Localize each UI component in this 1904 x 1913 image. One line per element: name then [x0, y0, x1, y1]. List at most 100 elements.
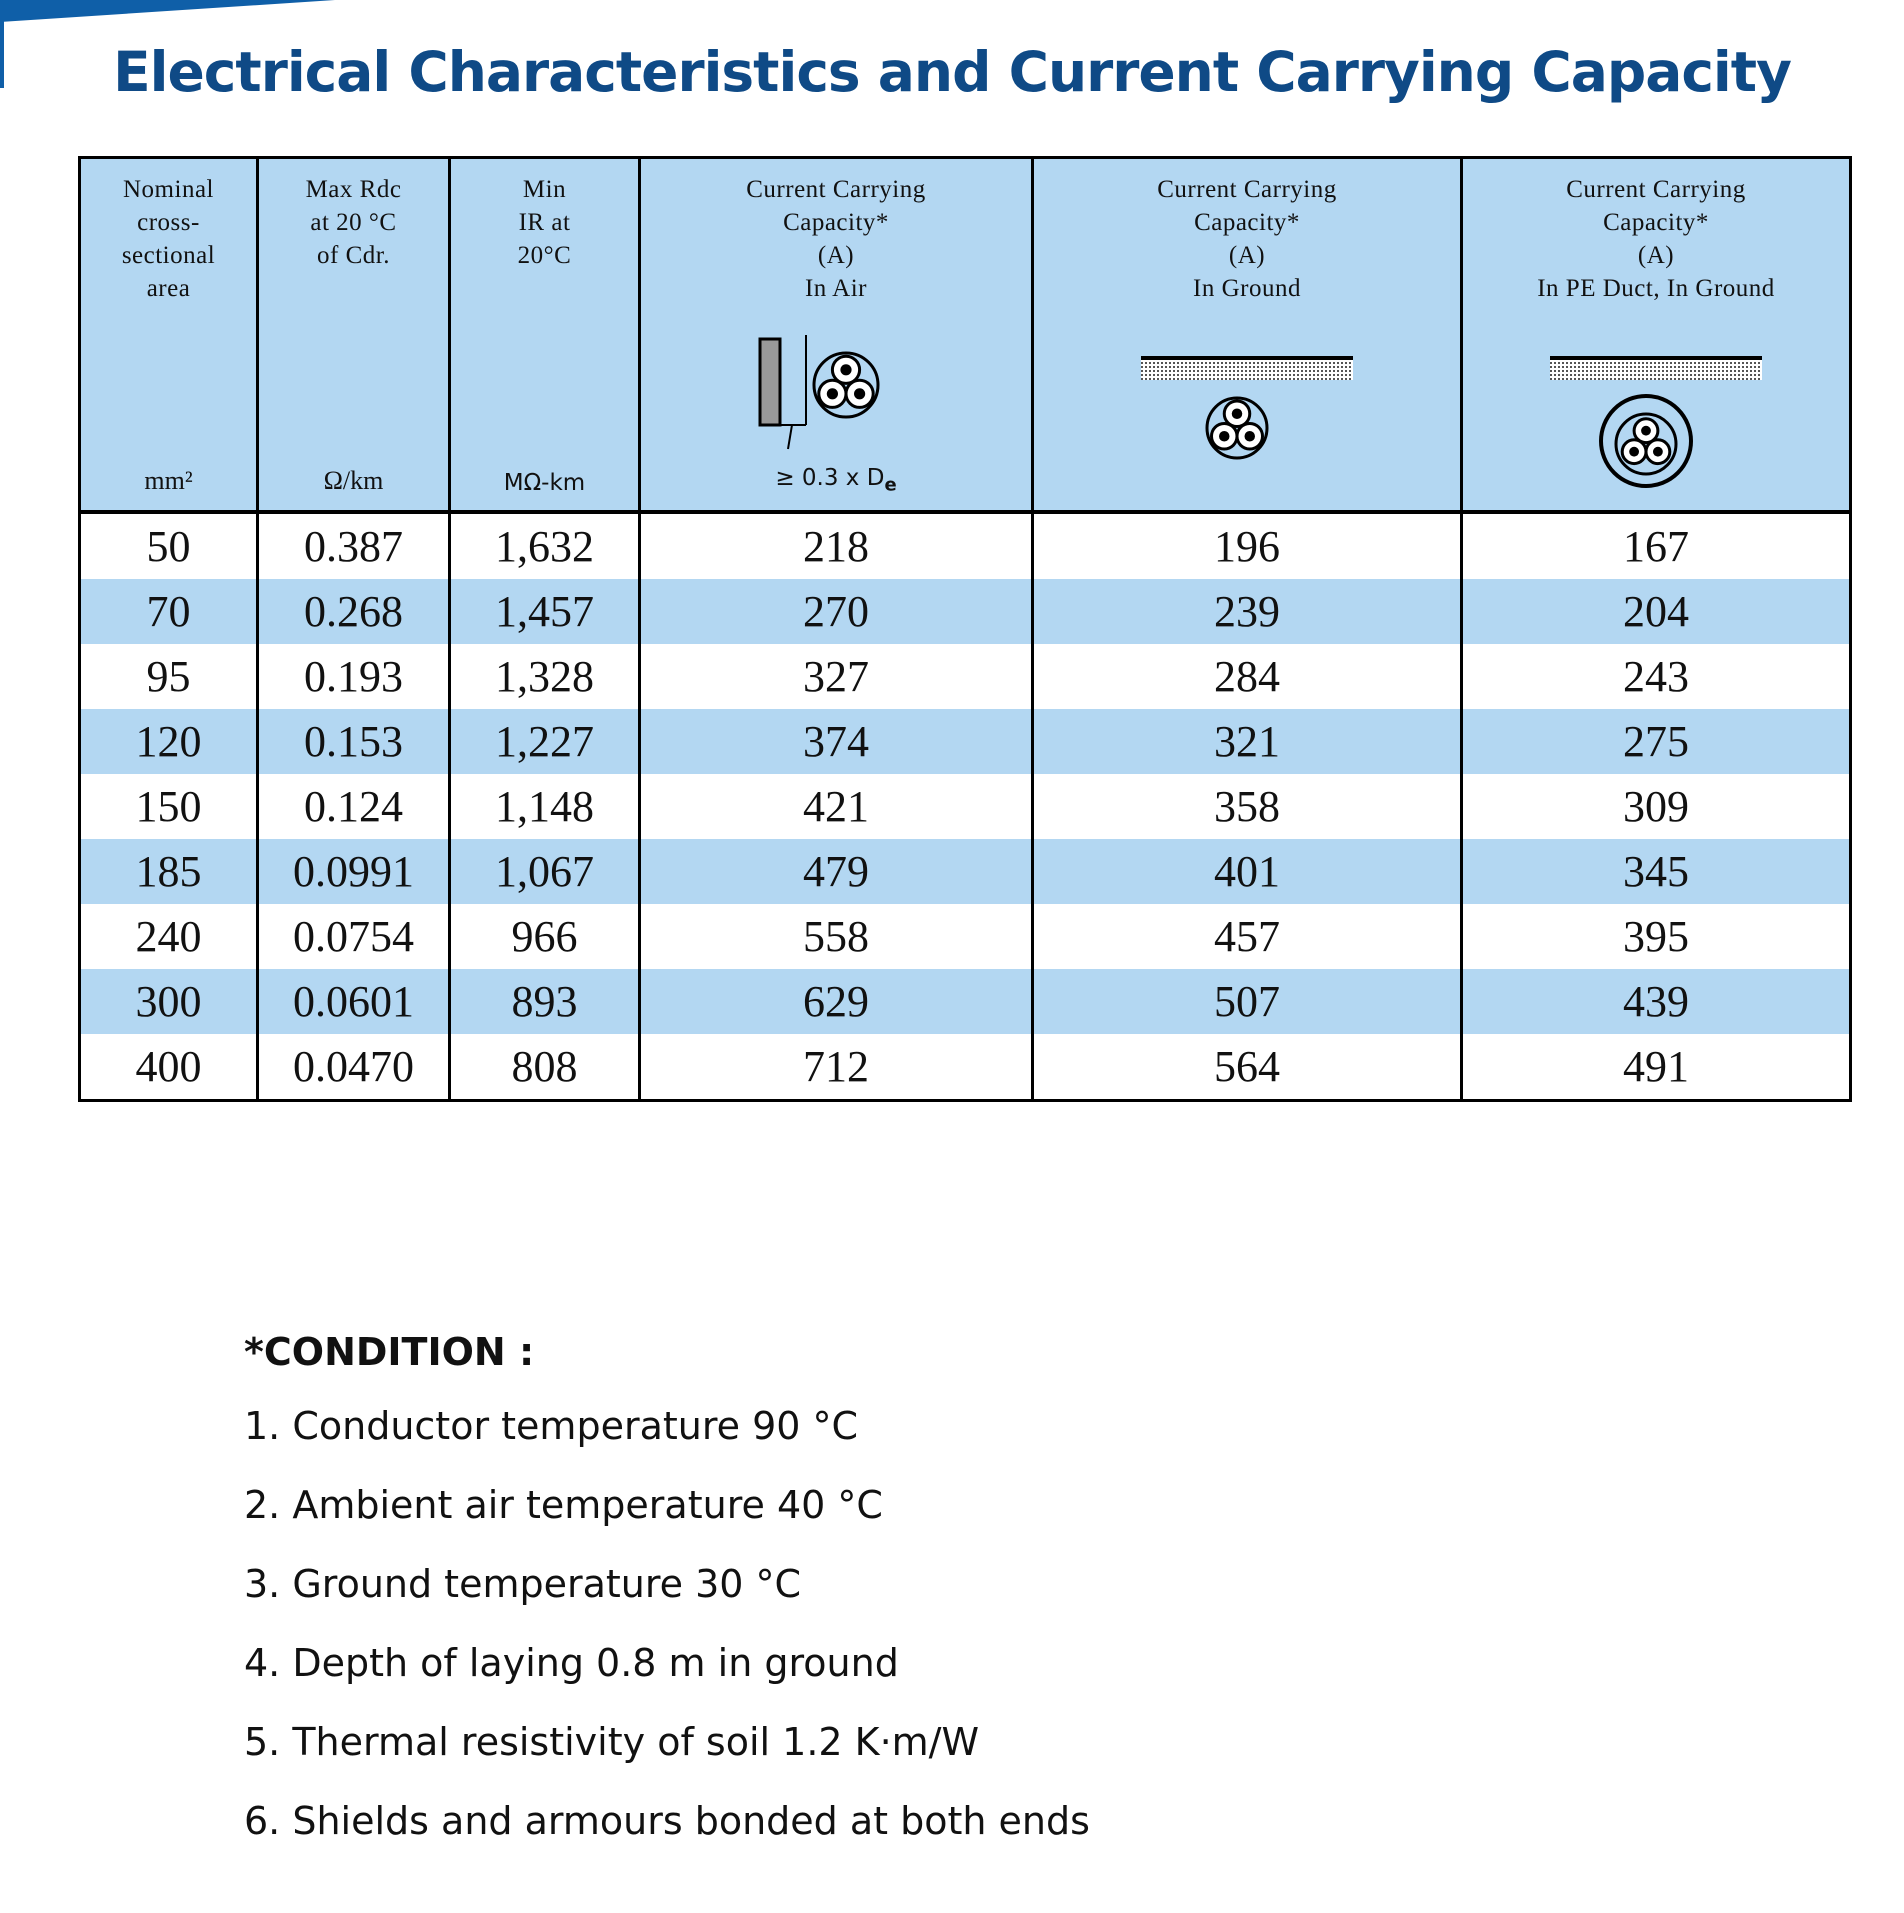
table-cell: 120: [78, 709, 259, 774]
table-body: 50 0.387 1,632 218 196 167 70 0.268 1,457 270 239 2…: [78, 512, 1852, 1101]
header-line: Current Carrying: [1157, 176, 1337, 203]
table-cell: 1,227: [448, 709, 641, 774]
table-cell: 275: [1460, 709, 1852, 774]
header-line: of Cdr.: [317, 242, 390, 269]
table-cell: 1,328: [448, 644, 641, 709]
table-cell: 0.0754: [256, 904, 451, 969]
table-cell: 204: [1460, 579, 1852, 644]
table-cell: 167: [1460, 512, 1852, 579]
table: Nominal cross-sectional area mm² Max Rdc at 2…: [78, 156, 1852, 1102]
table-cell: 400: [78, 1034, 259, 1101]
header-line: (A): [817, 242, 855, 269]
condition-item: 5. Thermal resistivity of soil 1.2 K·m/W: [244, 1720, 980, 1764]
table-cell: 966: [448, 904, 641, 969]
header-lines: Min IR at 20°C: [451, 159, 638, 272]
table-cell: 564: [1031, 1034, 1463, 1101]
unit-text: mm²: [144, 466, 193, 495]
table-row: 150 0.124 1,148 421 358 309: [78, 774, 1852, 839]
header-cell: Current Carrying Capacity* (A) In Ground: [1031, 157, 1463, 514]
table-cell: 218: [638, 512, 1034, 579]
table-cell: 1,632: [448, 512, 641, 579]
header-line: area: [146, 275, 191, 302]
header-line: Min: [522, 176, 567, 203]
title: Electrical Characteristics and Current C…: [113, 40, 1792, 104]
table-row: 240 0.0754 966 558 457 395: [78, 904, 1852, 969]
condition-item: 6. Shields and armours bonded at both en…: [244, 1799, 1090, 1843]
condition-item: 2. Ambient air temperature 40 °C: [244, 1483, 883, 1527]
header-line: Current Carrying: [1566, 176, 1746, 203]
table-cell: 401: [1031, 839, 1463, 904]
table-cell: 95: [78, 644, 259, 709]
header-line: sectional: [121, 242, 216, 269]
table-cell: 150: [78, 774, 259, 839]
table-cell: 270: [638, 579, 1034, 644]
header-line: Max Rdc: [305, 176, 402, 203]
header-cell: Nominal cross-sectional area mm²: [78, 157, 259, 514]
header-cell: Max Rdc at 20 °C of Cdr. Ω/km: [256, 157, 451, 514]
table-cell: 240: [78, 904, 259, 969]
header-lines: Current Carrying Capacity* (A) In Ground: [1034, 159, 1460, 305]
unit: MΩ-km: [451, 470, 638, 496]
header-line: Nominal: [123, 176, 214, 203]
table-cell: 50: [78, 512, 259, 579]
table-cell: 457: [1031, 904, 1463, 969]
table-cell: 243: [1460, 644, 1852, 709]
table-cell: 0.268: [256, 579, 451, 644]
table-row: 50 0.387 1,632 218 196 167: [78, 512, 1852, 579]
table-cell: 0.153: [256, 709, 451, 774]
unit: ≥ 0.3 x De: [641, 465, 1031, 496]
condition-item: 4. Depth of laying 0.8 m in ground: [244, 1641, 899, 1685]
header-line: Capacity*: [1194, 209, 1300, 236]
condition-item: 1. Conductor temperature 90 °C: [244, 1404, 859, 1448]
table-cell: 1,457: [448, 579, 641, 644]
table-cell: 558: [638, 904, 1034, 969]
table-cell: 70: [78, 579, 259, 644]
header-cell: Min IR at 20°C MΩ-km: [448, 157, 641, 514]
corner-decoration: [0, 0, 335, 88]
table-cell: 1,067: [448, 839, 641, 904]
table-cell: 239: [1031, 579, 1463, 644]
table-cell: 491: [1460, 1034, 1852, 1101]
header-lines: Nominal cross-sectional area: [81, 159, 256, 305]
table-cell: 327: [638, 644, 1034, 709]
table-cell: 0.0470: [256, 1034, 451, 1101]
header-lines: Current Carrying Capacity* (A) In PE Duct, …: [1463, 159, 1849, 305]
header-line: In PE Duct, In Ground: [1537, 275, 1775, 302]
table-cell: 0.0991: [256, 839, 451, 904]
header-line: (A): [1228, 242, 1266, 269]
header-line: (A): [1637, 242, 1675, 269]
table-cell: 395: [1460, 904, 1852, 969]
table-cell: 358: [1031, 774, 1463, 839]
condition-item: 3. Ground temperature 30 °C: [244, 1562, 802, 1606]
table-cell: 0.193: [256, 644, 451, 709]
conditions-heading: *CONDITION :: [244, 1330, 535, 1374]
table-cell: 712: [638, 1034, 1034, 1101]
header-cell: Current Carrying Capacity* (A) In Air ≥ 0.3 …: [638, 157, 1034, 514]
unit: Ω/km: [259, 466, 448, 496]
header-line: cross-: [137, 209, 200, 236]
header-cell: Current Carrying Capacity* (A) In PE Duct, …: [1460, 157, 1852, 514]
unit: mm²: [81, 466, 256, 496]
unit-text: ≥ 0.3 x D: [775, 465, 885, 492]
table-cell: 185: [78, 839, 259, 904]
table-cell: 421: [638, 774, 1034, 839]
unit-text: MΩ-km: [503, 470, 586, 496]
table-cell: 196: [1031, 512, 1463, 579]
table-cell: 507: [1031, 969, 1463, 1034]
in-ground-icon: [1141, 356, 1353, 460]
table-row: 70 0.268 1,457 270 239 204: [78, 579, 1852, 644]
header-lines: Current Carrying Capacity* (A) In Air: [641, 159, 1031, 305]
header-line: Capacity*: [1603, 209, 1709, 236]
table-cell: 808: [448, 1034, 641, 1101]
table-row: 300 0.0601 893 629 507 439: [78, 969, 1852, 1034]
header-line: In Ground: [1193, 275, 1301, 302]
in-air-icon: [758, 335, 880, 450]
table-cell: 300: [78, 969, 259, 1034]
unit-text: Ω/km: [323, 466, 384, 495]
unit-subscript: e: [884, 475, 897, 496]
table-cell: 0.387: [256, 512, 451, 579]
header-row: Nominal cross-sectional area mm² Max Rdc at 2…: [78, 157, 1852, 514]
table-cell: 284: [1031, 644, 1463, 709]
table-cell: 893: [448, 969, 641, 1034]
